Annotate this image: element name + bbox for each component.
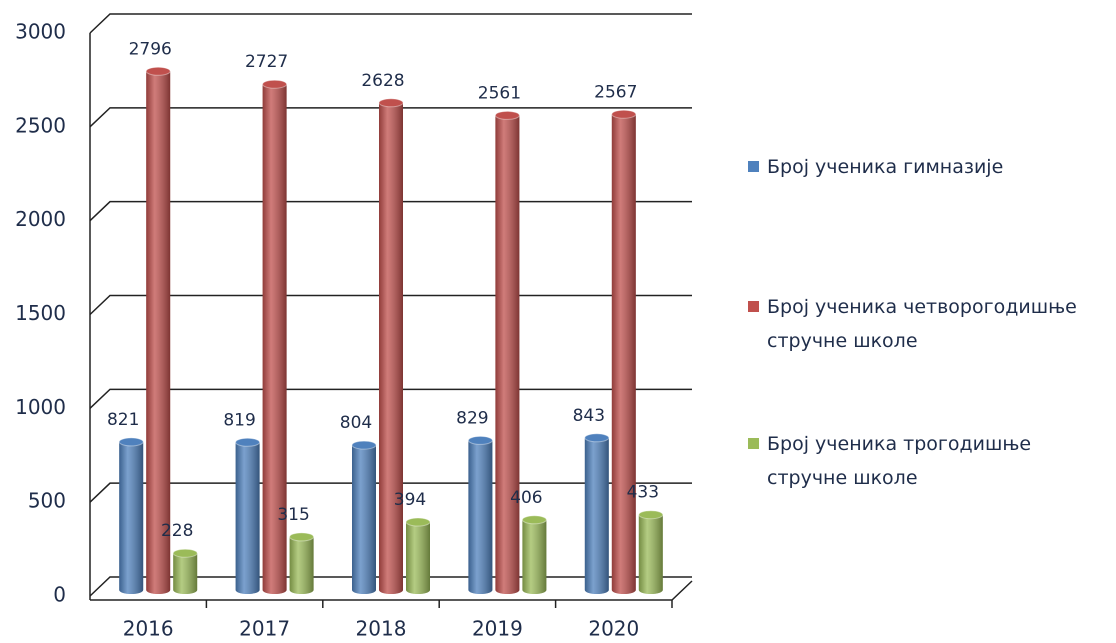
legend-label: Број ученика гимназије [767, 156, 1004, 178]
x-tick-label: 2020 [588, 617, 639, 641]
data-label: 819 [223, 410, 255, 430]
data-label: 2727 [245, 52, 288, 72]
x-tick-label: 2019 [472, 617, 523, 641]
bar-top [638, 510, 664, 520]
bar-shade [611, 114, 636, 594]
y-tick-label: 2000 [15, 207, 66, 231]
data-label: 829 [456, 408, 488, 428]
data-label: 228 [161, 521, 193, 541]
legend-swatch [748, 438, 759, 449]
bar-top [145, 66, 171, 76]
data-label: 843 [573, 406, 605, 426]
bar-shade [584, 437, 609, 594]
x-tick-label: 2017 [239, 617, 290, 641]
y-tick-label: 2500 [15, 113, 66, 137]
bar-top [405, 517, 431, 527]
bar-shade [262, 84, 287, 594]
bar-top [118, 437, 144, 447]
bar-top [351, 440, 377, 450]
bar-shade [119, 441, 144, 594]
legend-item: Број ученика трогодишње стручне школе [748, 427, 1110, 495]
bar-shade [522, 519, 547, 594]
legend-item: Број ученика гимназије [748, 150, 1110, 184]
bar-shade [146, 71, 171, 594]
bar-shade [638, 514, 663, 594]
x-tick-label: 2018 [356, 617, 407, 641]
y-tick-label: 500 [28, 489, 66, 513]
bar-top [521, 515, 547, 525]
data-label: 2561 [478, 83, 521, 103]
legend-swatch [748, 161, 759, 172]
bar-shade [289, 536, 314, 594]
y-tick-label: 1000 [15, 395, 66, 419]
data-label: 433 [627, 483, 659, 503]
data-label: 315 [277, 505, 309, 525]
bar-top [262, 79, 288, 89]
legend-swatch [748, 301, 759, 312]
data-label: 821 [107, 410, 139, 430]
legend-label: Број ученика четворогодишње стручне школ… [767, 296, 1077, 352]
bar-top [378, 98, 404, 108]
bar-top [172, 548, 198, 558]
bar-shade [406, 522, 430, 594]
bar-shade [379, 102, 403, 594]
grid-line [89, 107, 692, 128]
y-tick-label: 3000 [15, 20, 66, 44]
x-tick-label: 2016 [123, 617, 174, 641]
data-label: 2567 [594, 82, 637, 102]
legend-item: Број ученика четворогодишње стручне школ… [748, 290, 1110, 358]
legend-label: Број ученика трогодишње стручне школе [767, 433, 1032, 489]
data-label: 2796 [129, 39, 172, 59]
bar-shade [173, 553, 198, 594]
bar-top [289, 532, 315, 542]
bar-top [584, 433, 610, 443]
grid-line [89, 13, 692, 34]
y-tick-label: 0 [53, 583, 66, 607]
bar-top [467, 435, 493, 445]
bar-shade [352, 445, 376, 594]
y-tick-label: 1500 [15, 301, 66, 325]
data-label: 804 [340, 413, 372, 433]
bar-top [235, 437, 261, 447]
bar-shade [495, 115, 520, 594]
data-label: 406 [510, 488, 542, 508]
data-label: 394 [394, 490, 426, 510]
data-label: 2628 [361, 71, 404, 91]
bar-top [611, 109, 637, 119]
bar-top [494, 110, 520, 120]
bar-shade [235, 442, 260, 594]
bar-shade [468, 440, 493, 594]
